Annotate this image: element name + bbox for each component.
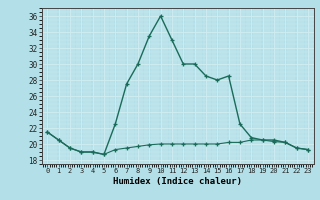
X-axis label: Humidex (Indice chaleur): Humidex (Indice chaleur): [113, 177, 242, 186]
